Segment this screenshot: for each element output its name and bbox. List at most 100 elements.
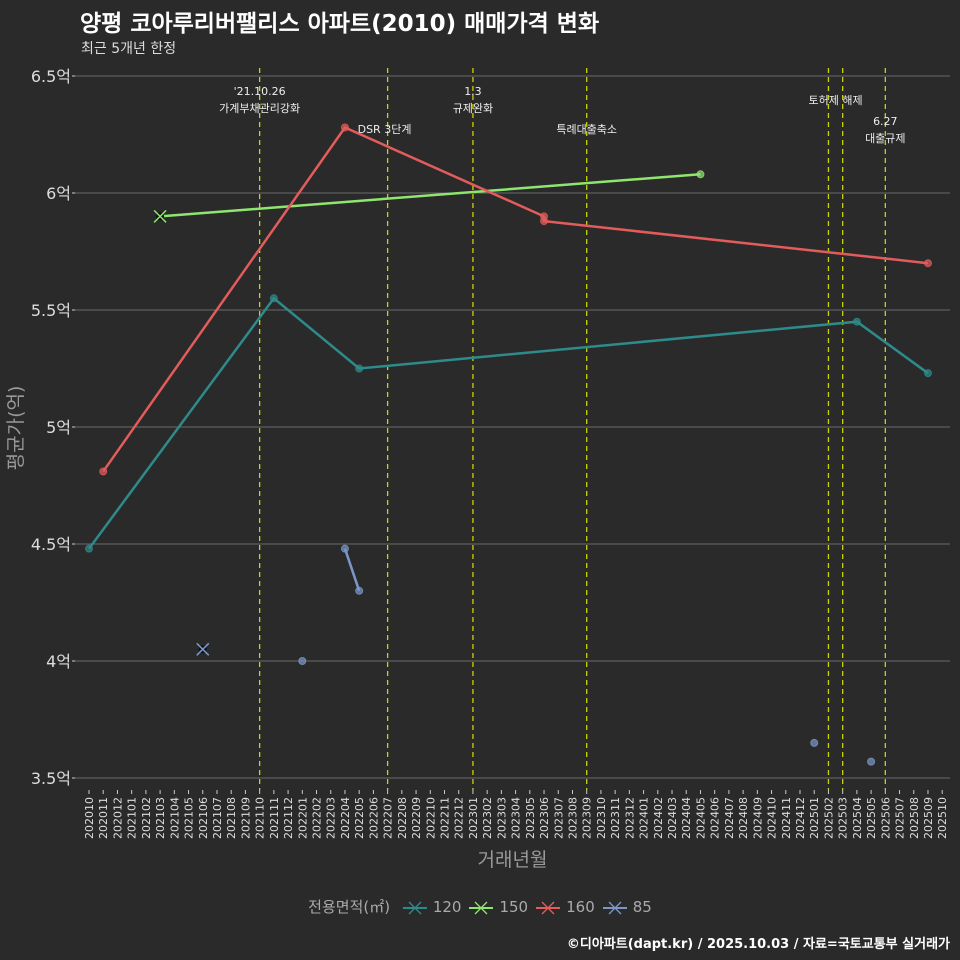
chart-title: 양평 코아루리버팰리스 아파트(2010) 매매가격 변화 (80, 11, 600, 37)
x-tick-label: 202305 (524, 797, 537, 839)
event-label: 6.27 (873, 115, 898, 128)
legend-item-160: 160 (536, 898, 595, 916)
legend-label: 150 (499, 898, 529, 916)
cross-marker-85 (196, 642, 210, 656)
data-point-85 (340, 544, 349, 553)
event-label: 특례대출축소 (556, 123, 617, 136)
data-point-120 (355, 364, 364, 373)
x-tick-label: 202012 (111, 797, 124, 839)
x-tick-label: 202101 (126, 797, 139, 839)
legend-label: 160 (566, 898, 595, 916)
x-tick-label: 202102 (140, 797, 153, 839)
x-tick-label: 202111 (268, 797, 281, 839)
x-tick-label: 202011 (97, 797, 110, 839)
x-tick-label: 202106 (197, 797, 210, 839)
y-tick-label: 5.5억 (31, 301, 71, 320)
x-tick-label: 202502 (822, 797, 835, 839)
x-tick-label: 202205 (353, 797, 366, 839)
x-tick-label: 202311 (609, 797, 622, 839)
x-tick-label: 202201 (296, 797, 309, 839)
event-label: '21.10.26 (234, 85, 286, 98)
x-tick-label: 202403 (666, 797, 679, 839)
legend-key-icon (536, 901, 561, 914)
series-line-150 (160, 173, 701, 218)
x-tick-label: 202202 (311, 797, 324, 839)
x-tick-label: 202407 (723, 797, 736, 839)
data-point-120 (923, 369, 932, 378)
chart-subtitle: 최근 5개년 한정 (81, 41, 177, 57)
x-tick-label: 202103 (154, 797, 167, 839)
x-tick-label: 202401 (638, 797, 651, 839)
legend-label: 85 (632, 898, 652, 916)
x-tick-label: 202108 (225, 797, 238, 839)
legend-item-150: 150 (469, 898, 528, 916)
x-tick-label: 202406 (709, 797, 722, 839)
y-tick-label: 4.5억 (31, 535, 71, 554)
series-line-120 (87, 296, 929, 550)
x-tick-label: 202309 (581, 797, 594, 839)
data-point-120 (269, 294, 278, 303)
data-point-160 (340, 123, 349, 132)
y-tick-label: 4억 (46, 652, 71, 671)
legend: 전용면적(㎡) 120 150 160 85 (0, 896, 960, 917)
x-tick-label: 202107 (211, 797, 224, 839)
event-label: 가계부채관리강화 (219, 102, 300, 115)
legend-key-icon (469, 901, 494, 914)
data-point-85 (810, 738, 819, 747)
data-point-160 (540, 217, 549, 226)
legend-key-icon (602, 901, 627, 914)
legend-item-85: 85 (602, 898, 652, 916)
x-tick-label: 202207 (382, 797, 395, 839)
x-tick-label: 202412 (794, 797, 807, 839)
x-tick-label: 202509 (922, 797, 935, 839)
x-tick-label: 202503 (837, 797, 850, 839)
data-point-160 (923, 259, 932, 268)
x-tick-label: 202307 (552, 797, 565, 839)
x-tick-label: 202110 (254, 797, 267, 839)
x-tick-label: 202505 (865, 797, 878, 839)
x-tick-label: 202306 (538, 797, 551, 839)
data-point-150 (696, 170, 705, 179)
x-tick-label: 202210 (424, 797, 437, 839)
cross-marker-150 (153, 209, 167, 223)
x-tick-label: 202411 (780, 797, 793, 839)
x-tick-label: 202402 (652, 797, 665, 839)
x-tick-label: 202504 (851, 797, 864, 839)
data-point-160 (99, 467, 108, 476)
x-tick-label: 202507 (894, 797, 907, 839)
x-tick-label: 202212 (453, 797, 466, 839)
x-tick-label: 202105 (183, 797, 196, 839)
x-tick-label: 202206 (367, 797, 380, 839)
x-tick-label: 202109 (239, 797, 252, 839)
x-tick-label: 202405 (694, 797, 707, 839)
x-tick-label: 202506 (879, 797, 892, 839)
data-point-85 (298, 657, 307, 665)
x-axis-title: 거래년월 (478, 849, 548, 871)
source-caption: ©디아파트(dapt.kr) / 2025.10.03 / 자료=국토교통부 실… (566, 937, 950, 952)
x-tick-label: 202209 (410, 797, 423, 839)
legend-item-120: 120 (402, 898, 461, 916)
x-tick-label: 202010 (83, 797, 96, 839)
x-tick-label: 202409 (751, 797, 764, 839)
x-tick-label: 202208 (396, 797, 409, 839)
x-tick-label: 202410 (766, 797, 779, 839)
x-tick-label: 202203 (325, 797, 338, 839)
y-tick-label: 5억 (46, 418, 71, 437)
event-label: DSR 3단계 (358, 123, 412, 136)
x-tick-label: 202312 (623, 797, 636, 839)
x-tick-label: 202308 (566, 797, 579, 839)
y-tick-label: 3.5억 (31, 769, 71, 788)
series-line-85 (343, 548, 361, 592)
x-tick-label: 202408 (737, 797, 750, 839)
x-tick-label: 202302 (481, 797, 494, 839)
line-chart: 3.5억 4억 4.5억 5억 5.5억 6억 6.5억 202010 202011 202012… (5, 67, 950, 871)
data-point-85 (867, 757, 876, 766)
x-tick-label: 202301 (467, 797, 480, 839)
x-tick-label: 202204 (339, 797, 352, 839)
y-axis-title: 평균가(억) (5, 386, 27, 471)
x-tick-label: 202112 (282, 797, 295, 839)
x-tick-label: 202508 (908, 797, 921, 839)
x-tick-label: 202104 (168, 797, 181, 839)
x-tick-label: 202501 (808, 797, 821, 839)
y-tick-label: 6억 (46, 184, 71, 203)
